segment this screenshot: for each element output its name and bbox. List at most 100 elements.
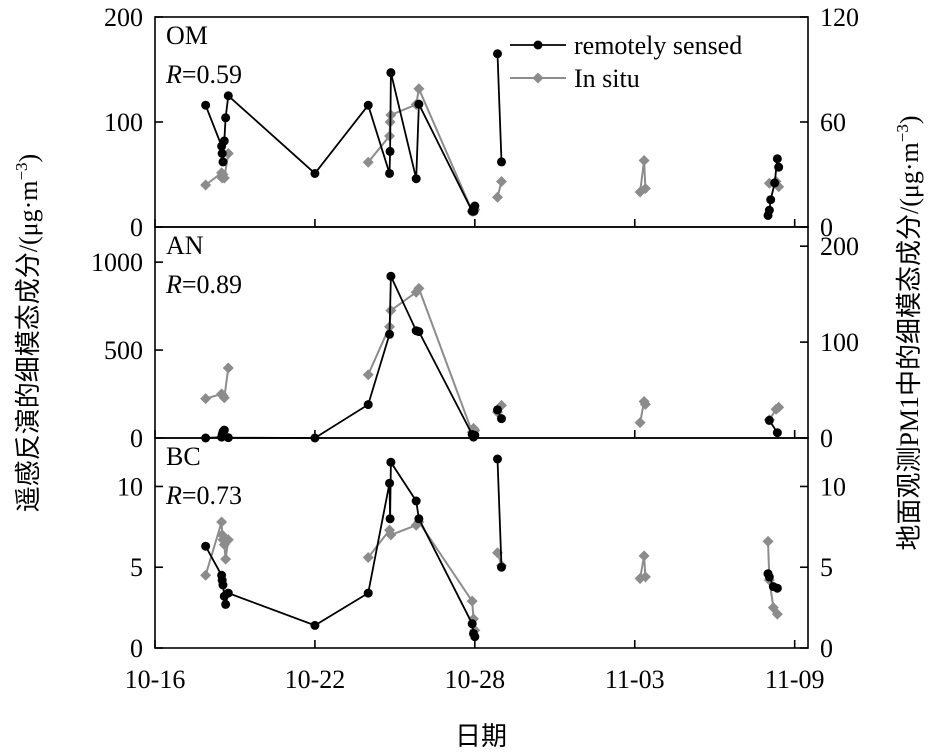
remote-point — [218, 580, 228, 590]
remote-point — [414, 514, 424, 524]
y-label-main: 地面观测PM1中的细模态成分/(μg·m — [895, 142, 924, 550]
remote-point — [385, 514, 395, 524]
r-number: =0.59 — [182, 60, 242, 89]
insitu-line — [367, 286, 476, 436]
remote-line — [205, 275, 476, 439]
remote-point — [496, 157, 506, 167]
insitu-point — [216, 516, 228, 528]
remote-point — [774, 162, 784, 172]
legend-swatch-marker — [533, 40, 543, 50]
left-tick-label: 0 — [130, 213, 143, 242]
left-tick-label: 10 — [117, 472, 143, 501]
left-tick-label: 5 — [130, 553, 143, 582]
panel-name: BC — [166, 442, 201, 471]
y-right-label: 地面观测PM1中的细模态成分/(μg·m−3) — [893, 115, 924, 550]
remote-point — [223, 91, 233, 101]
legend-item-insitu: In situ — [510, 64, 640, 93]
unit-exponent: −3 — [893, 124, 912, 142]
remote-point — [470, 201, 480, 211]
remote-point — [770, 178, 780, 188]
remote-point — [467, 619, 477, 629]
remote-line — [204, 459, 476, 638]
y-label-main: 遥感反演的细模态成分/(μg·m — [14, 181, 43, 513]
insitu-line — [367, 520, 476, 631]
r-value: R=0.73 — [165, 481, 242, 510]
remote-point — [411, 174, 421, 184]
insitu-point — [220, 553, 232, 565]
remote-point — [772, 583, 782, 593]
remote-point — [310, 168, 320, 178]
remote-point — [386, 271, 396, 281]
unit-close: ) — [895, 115, 924, 124]
remote-point — [201, 541, 211, 551]
r-value: R=0.59 — [165, 60, 242, 89]
remote-point — [470, 632, 480, 642]
remote-point — [221, 599, 231, 609]
remote-point — [772, 428, 782, 438]
insitu-point — [491, 191, 503, 203]
remote-point — [218, 157, 228, 167]
remote-line — [496, 53, 503, 162]
remote-point — [201, 100, 211, 110]
x-tick-label: 10-16 — [125, 665, 186, 694]
panel-an: 0 500 1000 0 100 200 AN R=0.89 — [91, 226, 859, 453]
remote-line — [204, 72, 476, 214]
remote-point — [310, 620, 320, 630]
insitu-point — [762, 535, 774, 547]
panels-layer: 0100200060120OMR=0.59050010000100200ANR=… — [91, 3, 859, 663]
right-tick-label: 0 — [820, 213, 833, 242]
right-tick-label: 5 — [820, 553, 833, 582]
insitu-point — [200, 393, 212, 405]
left-tick-label: 0 — [130, 634, 143, 663]
insitu-point — [639, 183, 651, 194]
r-value: R=0.89 — [165, 270, 242, 299]
axis-labels-layer: 10-16 10-22 10-28 11-03 11-09 日期 遥感反演的细模态成分/(μ… — [12, 115, 924, 751]
r-number: =0.89 — [182, 270, 242, 299]
unit-close: ) — [14, 154, 43, 163]
remote-point — [385, 329, 395, 339]
remote-point — [385, 168, 395, 178]
remote-point — [385, 146, 395, 156]
r-symbol: R — [165, 270, 182, 299]
left-tick-label: 1000 — [91, 248, 143, 277]
remote-point — [414, 99, 424, 109]
legend-item-remote: remotely sensed — [510, 31, 742, 60]
legend-label: In situ — [574, 64, 640, 93]
remote-point — [772, 154, 782, 164]
x-tick-label: 10-28 — [445, 665, 506, 694]
insitu-point — [222, 534, 234, 546]
panel-name: AN — [166, 231, 204, 260]
remote-line — [496, 458, 503, 568]
insitu-point — [413, 282, 425, 294]
remote-point — [496, 414, 506, 424]
remote-point — [363, 588, 373, 598]
left-tick-label: 0 — [130, 424, 143, 453]
x-tick-label: 11-03 — [605, 665, 665, 694]
panel-frame — [154, 226, 809, 439]
r-number: =0.73 — [182, 481, 242, 510]
legend: remotely sensed In situ — [510, 31, 742, 93]
remote-point — [385, 478, 395, 488]
r-symbol: R — [165, 481, 182, 510]
insitu-point — [362, 156, 374, 168]
insitu-point — [200, 179, 212, 191]
insitu-point — [638, 550, 650, 562]
insitu-point — [466, 595, 478, 607]
right-tick-label: 10 — [820, 472, 846, 501]
insitu-point — [218, 172, 230, 184]
r-symbol: R — [165, 60, 182, 89]
insitu-point — [218, 392, 230, 404]
legend-label: remotely sensed — [574, 31, 742, 60]
insitu-point — [639, 571, 651, 583]
insitu-point — [385, 529, 397, 541]
right-tick-label: 0 — [820, 424, 833, 453]
remote-point — [411, 496, 421, 506]
legend-swatch-marker — [532, 72, 544, 84]
insitu-point — [638, 155, 650, 166]
insitu-point — [200, 569, 212, 581]
insitu-point — [634, 417, 646, 429]
panel-frame — [154, 437, 809, 649]
right-tick-label: 200 — [820, 232, 859, 261]
right-tick-label: 120 — [820, 3, 859, 32]
